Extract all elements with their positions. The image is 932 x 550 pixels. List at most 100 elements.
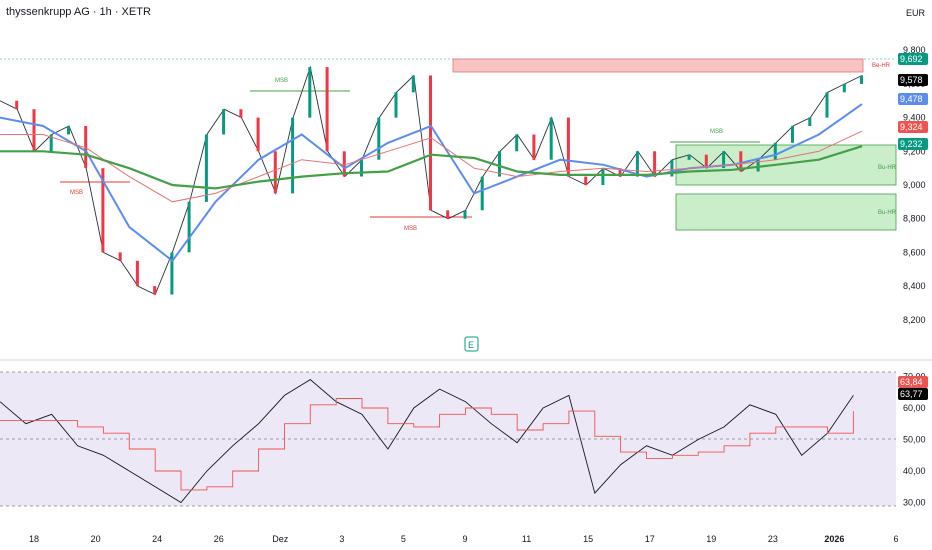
price-tick-label: 9,200 <box>903 146 926 156</box>
candle <box>704 154 708 169</box>
candle <box>463 210 467 219</box>
candle <box>687 154 691 160</box>
candle <box>515 134 519 152</box>
candle <box>239 109 243 118</box>
candle <box>584 176 588 185</box>
time-tick-label: 19 <box>706 534 716 544</box>
candle <box>222 109 226 135</box>
time-tick-label: 20 <box>91 534 101 544</box>
candle <box>429 75 432 211</box>
candle <box>170 252 174 295</box>
candle <box>532 134 536 160</box>
candle <box>411 75 415 93</box>
candle <box>756 159 760 172</box>
candle <box>549 117 553 160</box>
time-tick-label: 26 <box>214 534 224 544</box>
price-badge: 9,232 <box>898 138 928 150</box>
oscillator-pane <box>0 379 854 504</box>
candle <box>67 126 70 135</box>
candle <box>377 117 381 160</box>
svg-text:9,692: 9,692 <box>900 54 923 64</box>
svg-text:63,77: 63,77 <box>900 389 923 399</box>
zone-label-bullish-1: Bu-HR <box>878 165 897 171</box>
candle <box>498 151 501 177</box>
svg-text:9,324: 9,324 <box>900 122 923 132</box>
time-tick-label: 15 <box>583 534 593 544</box>
oscillator-tick-label: 50,00 <box>903 435 926 445</box>
msb-label-3: MSB <box>404 226 417 232</box>
oscillator-badges: 63,84 63,77 <box>898 376 928 400</box>
candle <box>118 252 122 261</box>
candle <box>618 168 622 177</box>
time-tick-label: 2026 <box>824 534 844 544</box>
candle <box>15 100 19 110</box>
series-signal <box>0 398 854 491</box>
price-pane <box>0 65 863 296</box>
candle <box>204 134 208 202</box>
price-tick-label: 9,800 <box>903 45 926 55</box>
price-badge: 9,478 <box>898 93 928 105</box>
zone-label-bearish: Be-HR <box>872 63 891 69</box>
candle <box>842 83 846 93</box>
time-tick-label: 17 <box>645 534 655 544</box>
svg-text:9,232: 9,232 <box>900 139 923 149</box>
price-tick-label: 8,800 <box>903 214 926 224</box>
series-oscillator <box>0 379 854 504</box>
chart-title: thyssenkrupp AG · 1h · XETR <box>6 6 151 18</box>
candle <box>49 134 53 152</box>
candle <box>273 151 277 194</box>
event-marker-icon[interactable] <box>464 336 479 352</box>
msb-label-1: MSB <box>275 78 288 84</box>
candle <box>291 117 295 194</box>
svg-text:63,84: 63,84 <box>900 377 923 387</box>
candle <box>360 159 363 177</box>
candle <box>860 75 863 84</box>
msb-label-2: MSB <box>70 190 83 196</box>
price-badge: 9,578 <box>898 74 928 86</box>
svg-text:9,478: 9,478 <box>900 94 923 104</box>
time-tick-label: 5 <box>401 534 406 544</box>
candle <box>342 151 346 177</box>
price-badge: 9,692 <box>898 53 928 65</box>
oscillator-tick-label: 40,00 <box>903 466 926 476</box>
time-axis[interactable]: 18 20 24 26 Dez 3 5 9 11 15 17 19 23 2026 6 <box>29 534 899 544</box>
time-tick-label: 11 <box>522 534 531 544</box>
svg-text:9,578: 9,578 <box>900 75 923 85</box>
candle <box>739 151 743 172</box>
candle <box>308 67 312 118</box>
candle <box>187 201 191 253</box>
candle <box>825 92 829 118</box>
candle <box>153 286 157 295</box>
time-tick-label: 23 <box>768 534 778 544</box>
price-badge: 9,324 <box>898 121 928 133</box>
oscillator-tick-label: 30,00 <box>903 498 926 508</box>
oscillator-badge: 63,84 <box>898 376 928 388</box>
price-tick-label: 9,000 <box>903 180 926 190</box>
event-marker-label: E <box>468 340 474 350</box>
price-badges: 9,692 9,578 9,478 9,324 9,232 <box>898 53 928 150</box>
candle <box>773 142 777 160</box>
currency-label: EUR <box>906 8 926 18</box>
price-tick-label: 8,200 <box>903 315 926 325</box>
candle <box>808 117 812 126</box>
candle <box>480 176 484 211</box>
candle <box>101 168 105 253</box>
time-tick-label: 6 <box>893 534 898 544</box>
bearish-zone <box>452 58 864 73</box>
candle <box>670 159 674 177</box>
candle <box>446 210 450 219</box>
candle <box>653 151 657 177</box>
candle <box>601 168 605 185</box>
candle <box>635 151 639 177</box>
time-tick-label: 3 <box>339 534 344 544</box>
bullish-zone-2 <box>675 193 897 231</box>
price-axis[interactable]: 9,8009,6009,4009,2009,0008,8008,6008,400… <box>903 45 926 325</box>
candle <box>791 126 794 143</box>
price-tick-label: 8,400 <box>903 281 926 291</box>
time-tick-label: 18 <box>29 534 39 544</box>
time-tick-label: Dez <box>272 534 289 544</box>
bullish-zone-1 <box>675 144 897 186</box>
series-ma-slow <box>0 145 863 190</box>
candle <box>566 117 570 177</box>
